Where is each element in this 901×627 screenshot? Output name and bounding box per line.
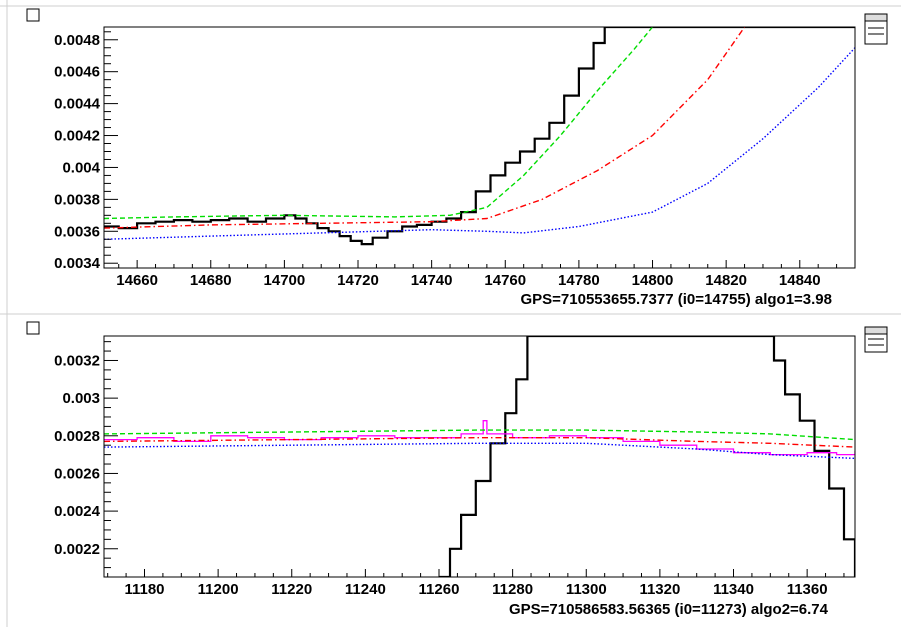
x-tick-label: 11260 [419,581,460,598]
panel2-series-group [104,336,855,577]
y-tick-label: 0.0028 [54,428,100,445]
x-tick-label: 14740 [411,272,453,289]
x-tick-label: 14680 [190,272,232,289]
panel2-axes: 11180 11200 11220 11240 11260 11280 11300 11320… [54,335,856,598]
series-line-1 [104,27,855,246]
panel1-series-group [104,27,855,246]
y-tick-label: 0.0022 [54,541,100,558]
panel1-caption: GPS=710553655.7377 (i0=14755) algo1=3.98 [521,291,833,308]
chart-panel-2: 11180 11200 11220 11240 11260 11280 11300 11320… [54,335,856,618]
panel2-caption: GPS=710586583.56365 (i0=11273) algo2=6.7… [509,601,829,618]
panel1-legend-icon[interactable] [864,13,888,45]
x-tick-label: 11240 [345,581,386,598]
y-tick-label: 0.0046 [54,64,100,81]
y-tick-label: 0.0042 [54,128,100,145]
y-tick-label: 0.0026 [54,465,100,482]
x-tick-label: 11200 [198,581,239,598]
series-line-1 [439,336,855,577]
x-tick-label: 11220 [271,581,312,598]
y-tick-label: 0.0038 [54,191,100,208]
x-tick-label: 14820 [705,272,747,289]
y-tick-label: 0.0034 [54,255,101,272]
plot-area [104,27,855,246]
x-tick-label: 11320 [639,581,680,598]
x-tick-label: 14660 [116,272,158,289]
x-tick-label: 14760 [484,272,526,289]
series-line-2 [104,420,855,456]
y-tick-label: 0.0024 [54,503,101,520]
panel1-axes: 14660 14680 14700 14720 14740 14760 14780 14800… [54,26,856,289]
plot-frame [103,335,856,578]
y-tick-label: 0.0032 [54,352,100,369]
x-tick-label: 14700 [264,272,306,289]
x-tick-label: 14720 [337,272,379,289]
chart-panel-1: 14660 14680 14700 14720 14740 14760 14780 14800… [54,26,856,308]
series-line-4 [104,437,855,448]
y-tick-label: 0.004 [62,159,100,176]
x-tick-label: 14800 [632,272,674,289]
x-tick-label: 14840 [779,272,821,289]
plot-area [104,336,855,577]
y-tick-label: 0.0036 [54,223,100,240]
x-tick-label: 11340 [713,581,754,598]
x-tick-label: 11360 [787,581,828,598]
x-tick-label: 11280 [492,581,533,598]
series-line-3 [104,27,746,229]
y-tick-label: 0.0048 [54,32,100,49]
series-line-2 [104,27,654,220]
series-line-3 [104,429,855,441]
series-line-4 [104,47,855,240]
panel2-select-checkbox[interactable] [26,321,40,335]
x-tick-label: 11180 [124,581,164,598]
y-tick-label: 0.003 [62,390,100,407]
series-line-5 [104,442,855,460]
panel1-select-checkbox[interactable] [26,8,40,22]
x-tick-label: 11300 [566,581,607,598]
plot-frame [103,26,856,269]
panel2-legend-icon[interactable] [864,326,888,353]
y-tick-label: 0.0044 [54,96,101,113]
x-tick-label: 14780 [558,272,600,289]
